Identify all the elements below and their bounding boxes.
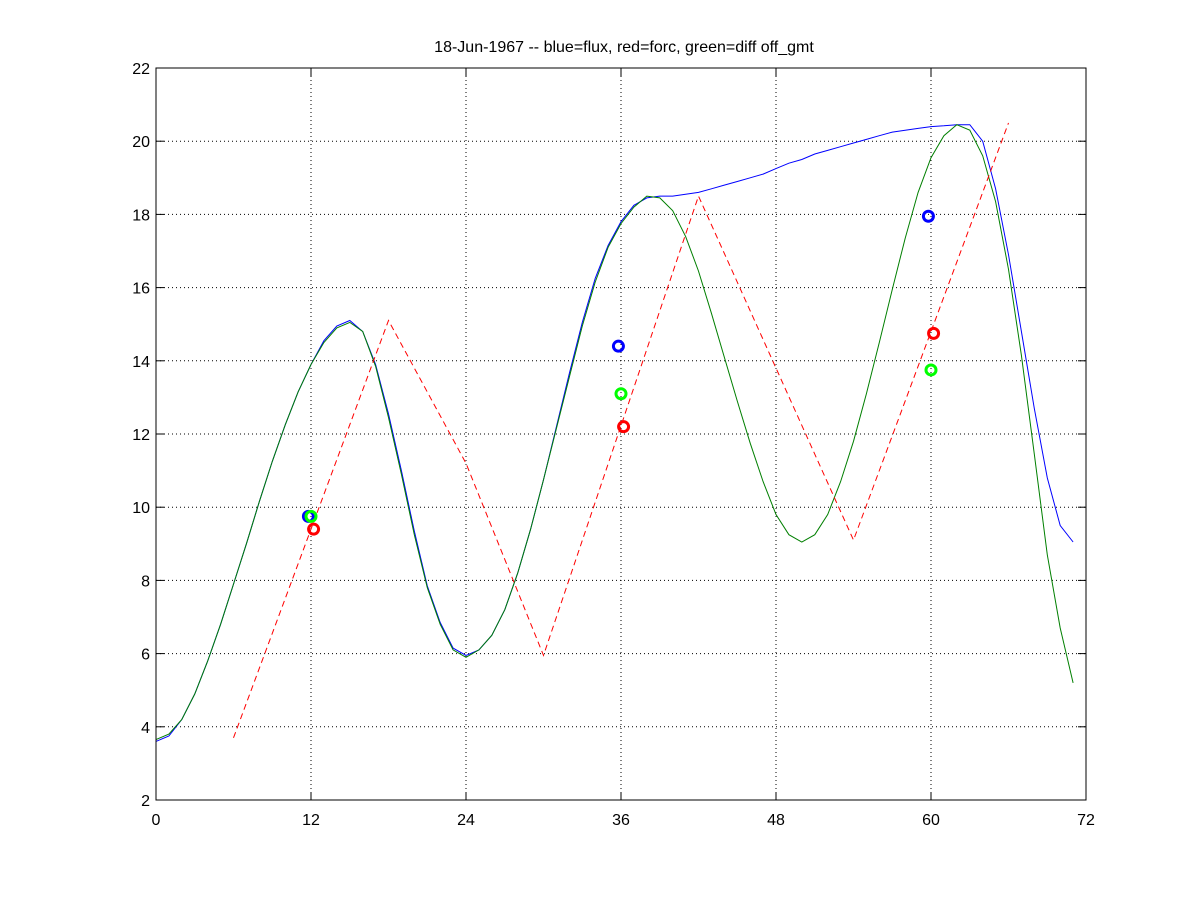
x-tick-label: 24 — [457, 812, 475, 829]
x-tick-label: 12 — [302, 812, 320, 829]
x-tick-label: 36 — [612, 812, 630, 829]
data-marker — [921, 209, 935, 223]
y-tick-label: 14 — [132, 354, 150, 371]
data-marker — [617, 420, 631, 434]
series-line-1 — [155, 124, 1074, 742]
x-tick-label: 48 — [767, 812, 785, 829]
y-tick-label: 20 — [132, 134, 150, 151]
y-tick-label: 18 — [132, 207, 150, 224]
y-tick-label: 22 — [132, 61, 150, 78]
data-marker — [614, 387, 628, 401]
data-marker — [924, 363, 938, 377]
chart-title: 18-Jun-1967 -- blue=flux, red=forc, gree… — [434, 39, 814, 56]
series-line-2 — [155, 124, 1074, 741]
data-marker — [927, 326, 941, 340]
grid — [156, 68, 1086, 800]
y-tick-label: 2 — [141, 793, 150, 810]
y-tick-label: 4 — [141, 720, 150, 737]
series-group — [155, 122, 1074, 742]
x-tick-label: 72 — [1077, 812, 1095, 829]
y-tick-label: 8 — [141, 573, 150, 590]
x-tick-label: 0 — [152, 812, 161, 829]
series-line-3 — [233, 122, 1009, 738]
y-tick-label: 16 — [132, 281, 150, 298]
y-tick-label: 12 — [132, 427, 150, 444]
y-tick-label: 10 — [132, 500, 150, 517]
data-marker — [307, 522, 321, 536]
marker-group — [301, 209, 941, 536]
y-tick-label: 6 — [141, 647, 150, 664]
x-tick-label: 60 — [922, 812, 940, 829]
data-marker — [304, 509, 318, 523]
data-marker — [611, 339, 625, 353]
